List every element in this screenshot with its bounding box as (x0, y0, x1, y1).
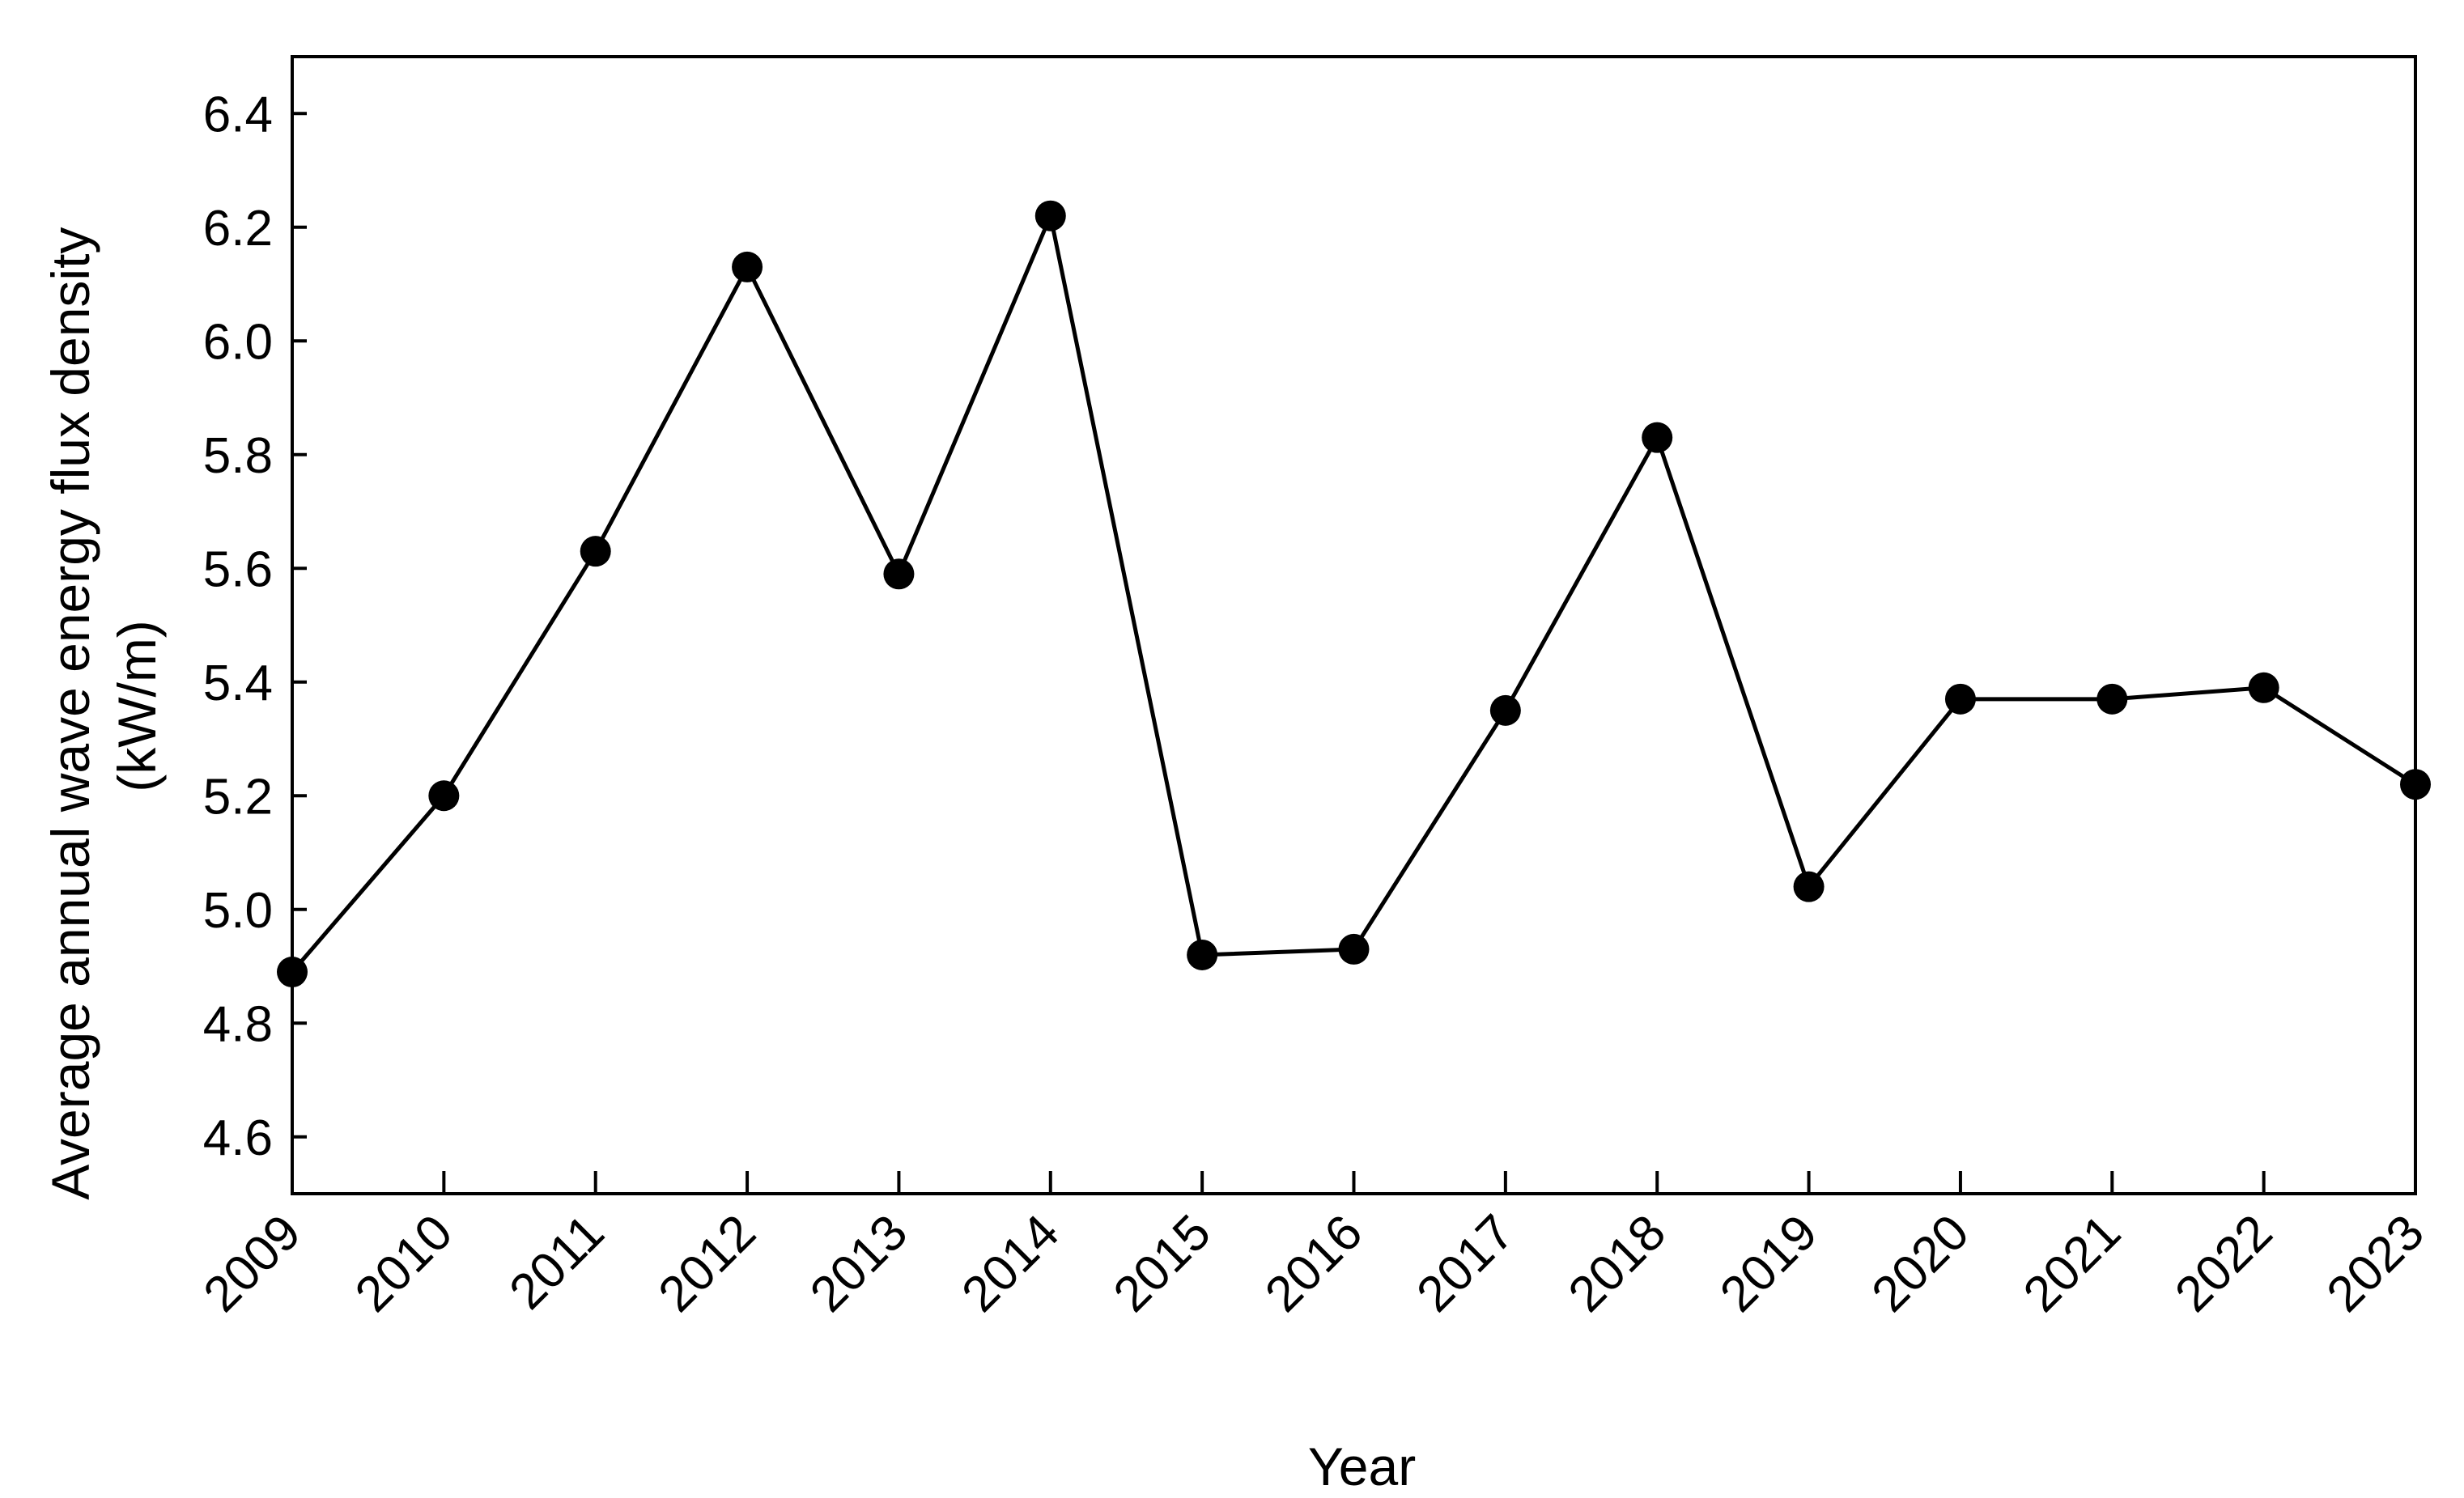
y-tick-label: 4.6 (203, 1110, 273, 1166)
x-tick-label: 2020 (1862, 1204, 1980, 1322)
data-point (1944, 683, 1976, 715)
data-point (2097, 683, 2128, 715)
x-tick-label: 2009 (193, 1204, 312, 1322)
series-layer (277, 200, 2431, 988)
x-axis-title: Year (1308, 1436, 1416, 1496)
y-axis-title-line-1: Average annual wave energy flux density (40, 227, 100, 1200)
x-tick-label: 2015 (1103, 1204, 1221, 1322)
y-tick-label: 5.2 (203, 769, 273, 825)
x-tick-label: 2012 (648, 1204, 767, 1322)
y-tick-label: 5.6 (203, 541, 273, 597)
plot-frame (291, 55, 2417, 1195)
y-axis-title: Average annual wave energy flux density … (40, 212, 167, 1200)
y-tick-label: 5.8 (203, 428, 273, 484)
x-tick-label: 2017 (1406, 1204, 1524, 1322)
series-line (291, 209, 2417, 974)
x-tick-label: 2016 (1255, 1204, 1373, 1322)
data-point (883, 558, 915, 590)
data-point (1793, 871, 1825, 902)
data-point (1034, 200, 1066, 231)
data-point (1642, 422, 1673, 453)
y-tick-label: 5.0 (203, 883, 273, 939)
x-tick-label: 2022 (2164, 1204, 2283, 1322)
x-tick-label: 2011 (499, 1204, 615, 1320)
x-tick-label: 2010 (345, 1204, 463, 1322)
x-tick-label: 2018 (1558, 1204, 1676, 1322)
data-point (1187, 939, 1218, 970)
data-point (580, 536, 611, 567)
data-point (732, 251, 763, 282)
y-axis-title-line-2: (kW/m) (107, 620, 167, 792)
x-tick-label: 2013 (800, 1204, 918, 1322)
y-tick-label: 4.8 (203, 996, 273, 1052)
data-point (428, 780, 460, 812)
y-axis-ticks: 4.6 4.8 5.0 5.2 5.4 5.6 5.8 6.0 6.2 6.4 (203, 87, 307, 1166)
x-tick-label: 2021 (2013, 1204, 2131, 1322)
y-tick-label: 5.4 (203, 656, 273, 711)
data-point (1489, 694, 1521, 726)
data-point (2248, 672, 2279, 703)
x-tick-label: 2014 (951, 1204, 1069, 1322)
x-tick-label: 2023 (2317, 1204, 2435, 1322)
y-tick-label: 6.2 (203, 201, 273, 257)
y-tick-label: 6.4 (203, 87, 273, 142)
y-tick-label: 6.0 (203, 314, 273, 370)
data-point (1338, 933, 1370, 965)
x-tick-label: 2019 (1710, 1204, 1828, 1322)
